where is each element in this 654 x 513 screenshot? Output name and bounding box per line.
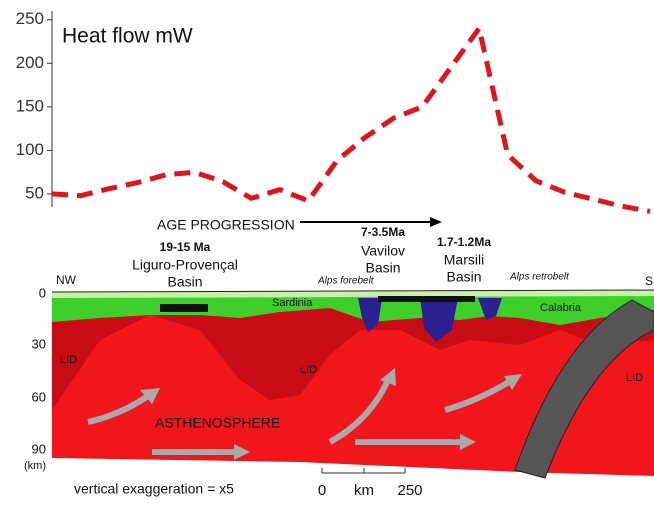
asthenosphere-label: ASTHENOSPHERE — [155, 415, 280, 431]
basin-bar — [160, 304, 208, 312]
end-label: S — [645, 274, 653, 288]
basin-name: Vavilov — [361, 243, 405, 259]
feature-label: Calabria — [540, 302, 582, 314]
basin-age: 7-3.5Ma — [361, 225, 405, 239]
basin-name: Liguro-Provençal — [132, 257, 238, 273]
basin-bar — [378, 296, 475, 302]
lid-label: LID — [626, 372, 643, 384]
lid-label: LID — [300, 364, 317, 376]
figure: AGE PROGRESSION 19-15 Ma Liguro-Provença… — [0, 0, 654, 513]
basin-label: Basin — [446, 269, 481, 285]
y-tick-label: 250 — [16, 9, 44, 28]
age-arrow-head — [430, 217, 442, 227]
scale-label: 250 — [397, 482, 422, 499]
feature-label: Sardinia — [272, 297, 313, 309]
depth-label: 60 — [32, 389, 46, 404]
basin-label: Basin — [365, 260, 400, 276]
depth-label: 30 — [32, 336, 46, 351]
chart-title: Heat flow mW — [62, 25, 193, 48]
y-tick-label: 200 — [16, 53, 44, 72]
depth-unit: (km) — [24, 460, 46, 472]
scale-label: km — [354, 482, 374, 499]
heat-flow-line — [52, 28, 650, 211]
y-tick-label: 50 — [25, 183, 44, 202]
lid-label: LID — [60, 354, 77, 366]
exaggeration-note: vertical exaggeration = x5 — [74, 481, 234, 497]
basin-age: 1.7-1.2Ma — [437, 235, 491, 249]
end-label: NW — [56, 273, 77, 287]
y-tick-label: 150 — [16, 96, 44, 115]
feature-label: Alps retrobelt — [509, 272, 570, 283]
basin-label: Basin — [167, 274, 202, 290]
basin-name: Marsili — [444, 252, 484, 268]
y-tick-label: 100 — [16, 140, 44, 159]
basin-age: 19-15 Ma — [160, 240, 211, 254]
feature-label: Alps forebelt — [317, 276, 375, 287]
depth-label: 90 — [32, 441, 46, 456]
age-label: AGE PROGRESSION — [157, 217, 295, 233]
scale-label: 0 — [318, 482, 326, 499]
depth-label: 0 — [39, 285, 46, 300]
